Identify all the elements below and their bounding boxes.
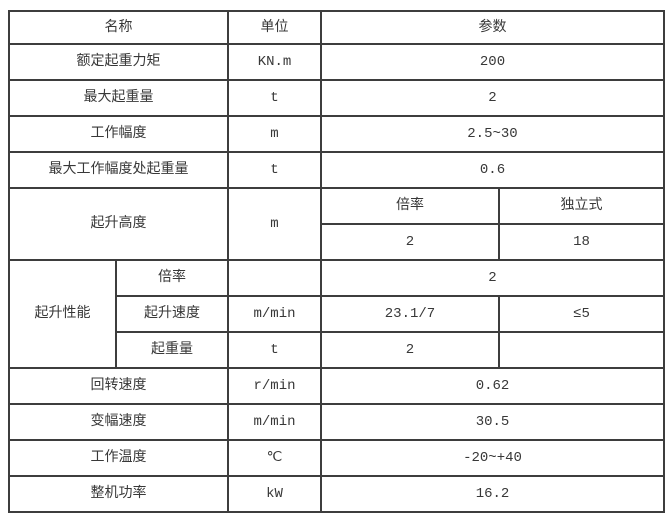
lifting-height-col2-label: 独立式: [498, 187, 665, 225]
performance-rate-name: 倍率: [115, 259, 229, 297]
performance-load-name: 起重量: [115, 331, 229, 369]
performance-lifting-speed-name: 起升速度: [115, 295, 229, 333]
total-power-unit: kW: [227, 475, 322, 513]
crane-spec-table: 名称 单位 参数 额定起重力矩 KN.m 200 最大起重量 t 2 工作幅度 …: [8, 10, 665, 513]
luffing-speed-value: 30.5: [320, 403, 665, 441]
table-row-luffing-speed: 变幅速度 m/min 30.5: [8, 403, 665, 441]
table-row-header: 名称 单位 参数: [8, 10, 665, 45]
table-row-working-radius: 工作幅度 m 2.5~30: [8, 115, 665, 153]
table-row-slewing-speed: 回转速度 r/min 0.62: [8, 367, 665, 405]
slewing-speed-name: 回转速度: [8, 367, 229, 405]
rated-moment-value: 200: [320, 43, 665, 81]
lifting-height-col1-value: 2: [320, 223, 500, 261]
performance-rate-unit: [227, 259, 322, 297]
lifting-performance-name: 起升性能: [8, 259, 117, 369]
working-radius-value: 2.5~30: [320, 115, 665, 153]
load-at-max-radius-name: 最大工作幅度处起重量: [8, 151, 229, 189]
header-param: 参数: [320, 10, 665, 45]
lifting-height-col2-value: 18: [498, 223, 665, 261]
table-row-performance-load: 起重量 t 2: [9, 331, 665, 369]
performance-rate-value: 2: [320, 259, 665, 297]
table-row-lifting-height-labels: 起升高度 m 倍率 独立式: [8, 187, 665, 261]
total-power-name: 整机功率: [8, 475, 229, 513]
table-row-performance-rate: 起升性能 倍率 2: [8, 259, 665, 369]
total-power-value: 16.2: [320, 475, 665, 513]
working-radius-name: 工作幅度: [8, 115, 229, 153]
table-row-max-load: 最大起重量 t 2: [8, 79, 665, 117]
performance-load-unit: t: [227, 331, 322, 369]
working-temperature-name: 工作温度: [8, 439, 229, 477]
rated-moment-unit: KN.m: [227, 43, 322, 81]
performance-load-value2: [498, 331, 665, 369]
load-at-max-radius-value: 0.6: [320, 151, 665, 189]
lifting-height-col1-label: 倍率: [320, 187, 500, 225]
table-row-rated-moment: 额定起重力矩 KN.m 200: [8, 43, 665, 81]
load-at-max-radius-unit: t: [227, 151, 322, 189]
table-row-lifting-height-values: 2 18: [9, 223, 665, 261]
table-row-performance-lifting-speed: 起升速度 m/min 23.1/7 ≤5: [9, 295, 665, 333]
performance-lifting-speed-value1: 23.1/7: [320, 295, 500, 333]
max-load-value: 2: [320, 79, 665, 117]
table-row-load-at-max-radius: 最大工作幅度处起重量 t 0.6: [8, 151, 665, 189]
performance-lifting-speed-value2: ≤5: [498, 295, 665, 333]
max-load-name: 最大起重量: [8, 79, 229, 117]
table-row-working-temperature: 工作温度 ℃ -20~+40: [8, 439, 665, 477]
lifting-height-unit: m: [227, 187, 322, 261]
rated-moment-name: 额定起重力矩: [8, 43, 229, 81]
max-load-unit: t: [227, 79, 322, 117]
header-unit: 单位: [227, 10, 322, 45]
performance-load-value1: 2: [320, 331, 500, 369]
working-temperature-unit: ℃: [227, 439, 322, 477]
lifting-height-name: 起升高度: [8, 187, 229, 261]
working-radius-unit: m: [227, 115, 322, 153]
slewing-speed-unit: r/min: [227, 367, 322, 405]
header-name: 名称: [8, 10, 229, 45]
performance-lifting-speed-unit: m/min: [227, 295, 322, 333]
working-temperature-value: -20~+40: [320, 439, 665, 477]
table-row-total-power: 整机功率 kW 16.2: [8, 475, 665, 513]
slewing-speed-value: 0.62: [320, 367, 665, 405]
luffing-speed-unit: m/min: [227, 403, 322, 441]
luffing-speed-name: 变幅速度: [8, 403, 229, 441]
